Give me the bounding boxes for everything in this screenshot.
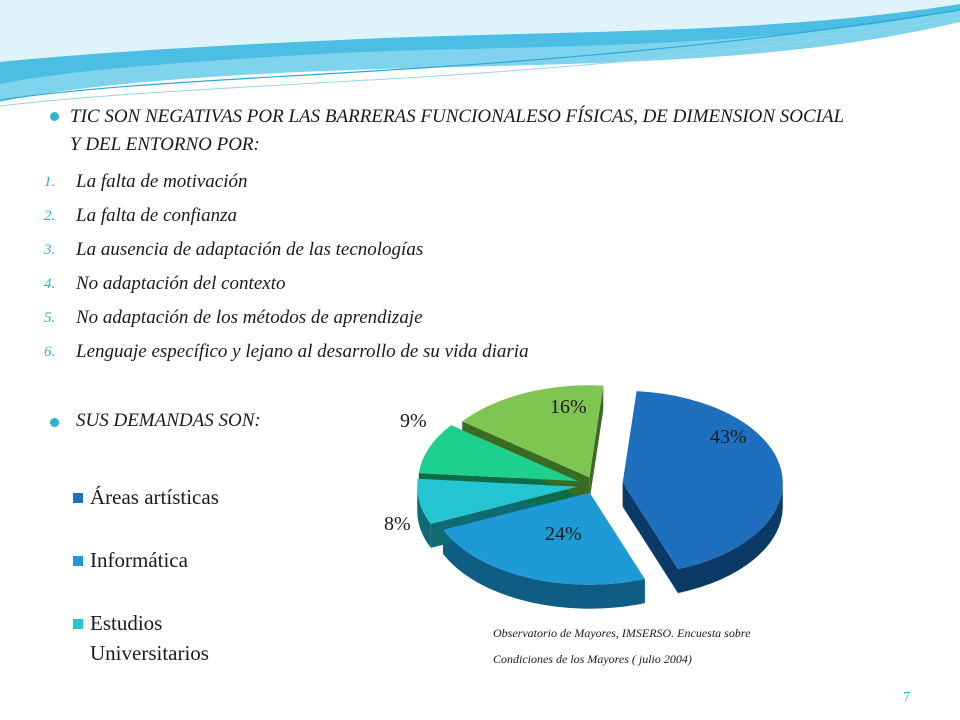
list-item: No adaptación de los métodos de aprendiz… [76, 307, 423, 328]
pie-data-label: 24% [545, 523, 582, 545]
list-item: No adaptación del contexto [76, 273, 286, 294]
pie-slice [462, 385, 604, 478]
legend-swatch [73, 556, 83, 566]
list-item: La ausencia de adaptación de las tecnolo… [76, 239, 424, 260]
source-line: Condiciones de los Mayores ( julio 2004) [493, 652, 692, 666]
pie-slice-side [678, 482, 783, 594]
pie-data-label: 16% [550, 396, 587, 418]
pie-chart: 43% 24% 8% 9% 16% [384, 385, 783, 609]
bullet-icon [50, 112, 59, 121]
pie-slice-wall [622, 482, 679, 594]
list-number: 2. [44, 208, 56, 224]
pie-slice-side [417, 486, 431, 548]
legend-swatch [73, 493, 83, 503]
list-number: 4. [44, 276, 56, 292]
pie-slice [443, 492, 645, 585]
list-item: Lenguaje específico y lejano al desarrol… [76, 341, 529, 362]
pie-slice [418, 425, 579, 482]
bullet-icon [50, 418, 59, 427]
slide-heading: TIC SON NEGATIVAS POR LAS BARRERAS FUNCI… [70, 106, 844, 155]
source-line: Observatorio de Mayores, IMSERSO. Encues… [493, 626, 751, 640]
pie-slice-wall [589, 385, 604, 502]
list-number: 5. [44, 310, 56, 326]
legend-label: Informática [90, 548, 188, 572]
pie-slice [622, 391, 783, 570]
pie-slice-side [443, 529, 645, 609]
page-number: 7 [903, 690, 910, 705]
demands-label: SUS DEMANDAS SON: [76, 410, 261, 431]
list-number: 3. [44, 242, 56, 258]
pie-data-label: 9% [400, 410, 427, 432]
pie-data-label: 8% [384, 513, 411, 535]
list-item: La falta de confianza [76, 205, 237, 226]
legend-swatch [73, 619, 83, 629]
legend-label: Áreas artísticas [90, 485, 219, 509]
legend-label: Estudios Universitarios [90, 611, 209, 665]
list-number: 6. [44, 344, 56, 360]
pie-data-label: 43% [710, 426, 747, 448]
header-waves [0, 0, 960, 107]
list-item: La falta de motivación [76, 171, 248, 192]
pie-slice [417, 478, 578, 524]
list-number: 1. [44, 174, 56, 190]
